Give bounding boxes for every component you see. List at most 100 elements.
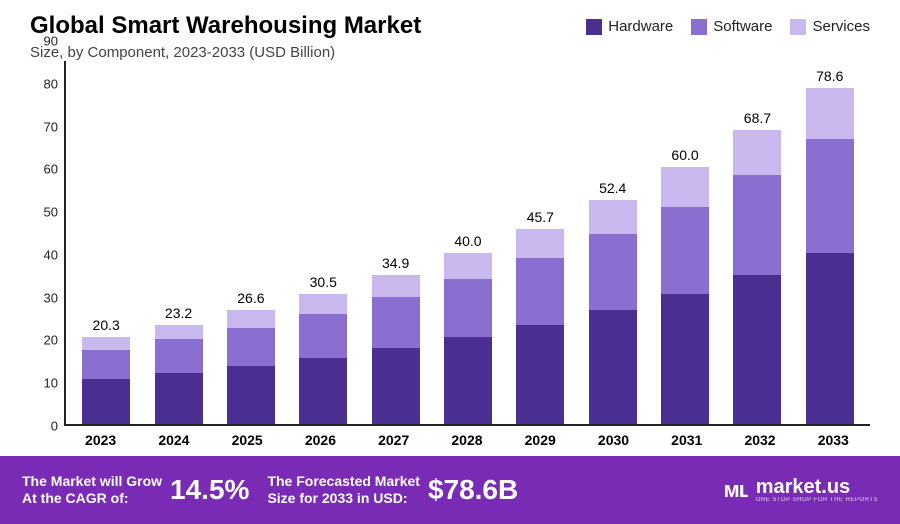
plot-wrap: 0102030405060708090 20.323.226.630.534.9… <box>30 61 870 426</box>
x-tick: 2030 <box>583 426 643 448</box>
bar-segment-hardware <box>155 373 203 424</box>
chart-title: Global Smart Warehousing Market <box>30 12 421 40</box>
bar-segment-software <box>589 234 637 310</box>
bar-stack <box>372 275 420 424</box>
bar-stack <box>82 337 130 424</box>
bar-total-label: 78.6 <box>816 68 843 84</box>
bar-segment-services <box>227 310 275 328</box>
brand-tagline: ONE STOP SHOP FOR THE REPORTS <box>756 497 878 503</box>
bar-segment-software <box>155 339 203 372</box>
brand-logo-icon: ᴍʟ <box>723 477 747 503</box>
legend-swatch <box>586 19 602 35</box>
y-tick: 20 <box>44 333 58 348</box>
cagr-block: The Market will GrowAt the CAGR of: 14.5… <box>22 473 249 507</box>
bar-segment-hardware <box>516 325 564 424</box>
y-tick: 70 <box>44 119 58 134</box>
chart-area: 0102030405060708090 20.323.226.630.534.9… <box>0 61 900 426</box>
bar-segment-services <box>806 88 854 139</box>
bar-segment-services <box>589 200 637 234</box>
x-axis-row: 2023202420252026202720282029203020312032… <box>0 426 900 456</box>
bar-group: 30.5 <box>293 274 353 424</box>
bar-group: 20.3 <box>76 317 136 424</box>
bar-segment-hardware <box>733 275 781 424</box>
bar-segment-software <box>299 314 347 358</box>
bar-stack <box>589 200 637 424</box>
x-tick: 2032 <box>730 426 790 448</box>
bar-segment-software <box>733 175 781 274</box>
bar-stack <box>516 229 564 424</box>
titles: Global Smart Warehousing Market Size, by… <box>30 12 421 61</box>
footer-banner: The Market will GrowAt the CAGR of: 14.5… <box>0 456 900 524</box>
cagr-label: The Market will GrowAt the CAGR of: <box>22 473 162 507</box>
bar-stack <box>444 253 492 424</box>
bar-segment-hardware <box>661 294 709 424</box>
x-tick: 2027 <box>364 426 424 448</box>
bar-total-label: 23.2 <box>165 305 192 321</box>
forecast-value: $78.6B <box>428 474 518 506</box>
bar-stack <box>806 88 854 424</box>
bar-group: 68.7 <box>727 110 787 424</box>
y-tick: 30 <box>44 290 58 305</box>
legend-swatch <box>691 19 707 35</box>
bar-segment-software <box>661 207 709 294</box>
bars: 20.323.226.630.534.940.045.752.460.068.7… <box>66 61 870 424</box>
x-tick: 2028 <box>437 426 497 448</box>
legend-swatch <box>790 19 806 35</box>
chart-container: Global Smart Warehousing Market Size, by… <box>0 0 900 524</box>
y-tick: 0 <box>51 419 58 434</box>
bar-group: 60.0 <box>655 147 715 424</box>
bar-group: 78.6 <box>800 68 860 424</box>
legend-item: Hardware <box>586 18 673 35</box>
legend: HardwareSoftwareServices <box>586 18 870 35</box>
forecast-block: The Forecasted MarketSize for 2033 in US… <box>267 473 518 507</box>
cagr-value: 14.5% <box>170 474 249 506</box>
bar-group: 23.2 <box>149 305 209 424</box>
forecast-label: The Forecasted MarketSize for 2033 in US… <box>267 473 420 507</box>
bar-group: 45.7 <box>510 209 570 424</box>
brand-name: market.us <box>756 477 878 497</box>
y-tick: 80 <box>44 76 58 91</box>
x-tick: 2024 <box>144 426 204 448</box>
bar-segment-software <box>516 258 564 324</box>
bar-total-label: 26.6 <box>237 290 264 306</box>
bar-stack <box>661 167 709 424</box>
y-tick: 40 <box>44 247 58 262</box>
bar-total-label: 20.3 <box>93 317 120 333</box>
x-tick: 2023 <box>71 426 131 448</box>
bar-total-label: 34.9 <box>382 255 409 271</box>
bar-segment-hardware <box>806 253 854 424</box>
bar-segment-software <box>444 279 492 337</box>
bar-segment-services <box>661 167 709 206</box>
bar-segment-hardware <box>299 358 347 424</box>
bar-stack <box>299 294 347 424</box>
bar-group: 26.6 <box>221 290 281 424</box>
x-tick: 2026 <box>290 426 350 448</box>
bar-segment-services <box>299 294 347 314</box>
bar-total-label: 60.0 <box>671 147 698 163</box>
bar-segment-software <box>806 139 854 253</box>
bar-segment-software <box>227 328 275 367</box>
bar-total-label: 30.5 <box>310 274 337 290</box>
x-tick: 2031 <box>657 426 717 448</box>
bar-total-label: 68.7 <box>744 110 771 126</box>
y-tick: 60 <box>44 162 58 177</box>
y-axis: 0102030405060708090 <box>30 61 64 426</box>
legend-label: Services <box>812 18 870 35</box>
legend-item: Services <box>790 18 870 35</box>
bar-stack <box>155 325 203 424</box>
x-axis: 2023202420252026202720282029203020312032… <box>30 426 870 448</box>
bar-group: 52.4 <box>583 180 643 424</box>
y-tick: 10 <box>44 376 58 391</box>
bar-segment-services <box>733 130 781 175</box>
x-tick: 2029 <box>510 426 570 448</box>
bar-segment-hardware <box>589 310 637 424</box>
bar-segment-hardware <box>227 366 275 424</box>
bar-stack <box>733 130 781 424</box>
bar-total-label: 45.7 <box>527 209 554 225</box>
bar-segment-software <box>372 297 420 347</box>
brand-text: market.us ONE STOP SHOP FOR THE REPORTS <box>756 477 878 503</box>
bar-segment-hardware <box>82 379 130 424</box>
bar-stack <box>227 310 275 424</box>
chart-subtitle: Size, by Component, 2023-2033 (USD Billi… <box>30 44 421 61</box>
header: Global Smart Warehousing Market Size, by… <box>0 0 900 61</box>
